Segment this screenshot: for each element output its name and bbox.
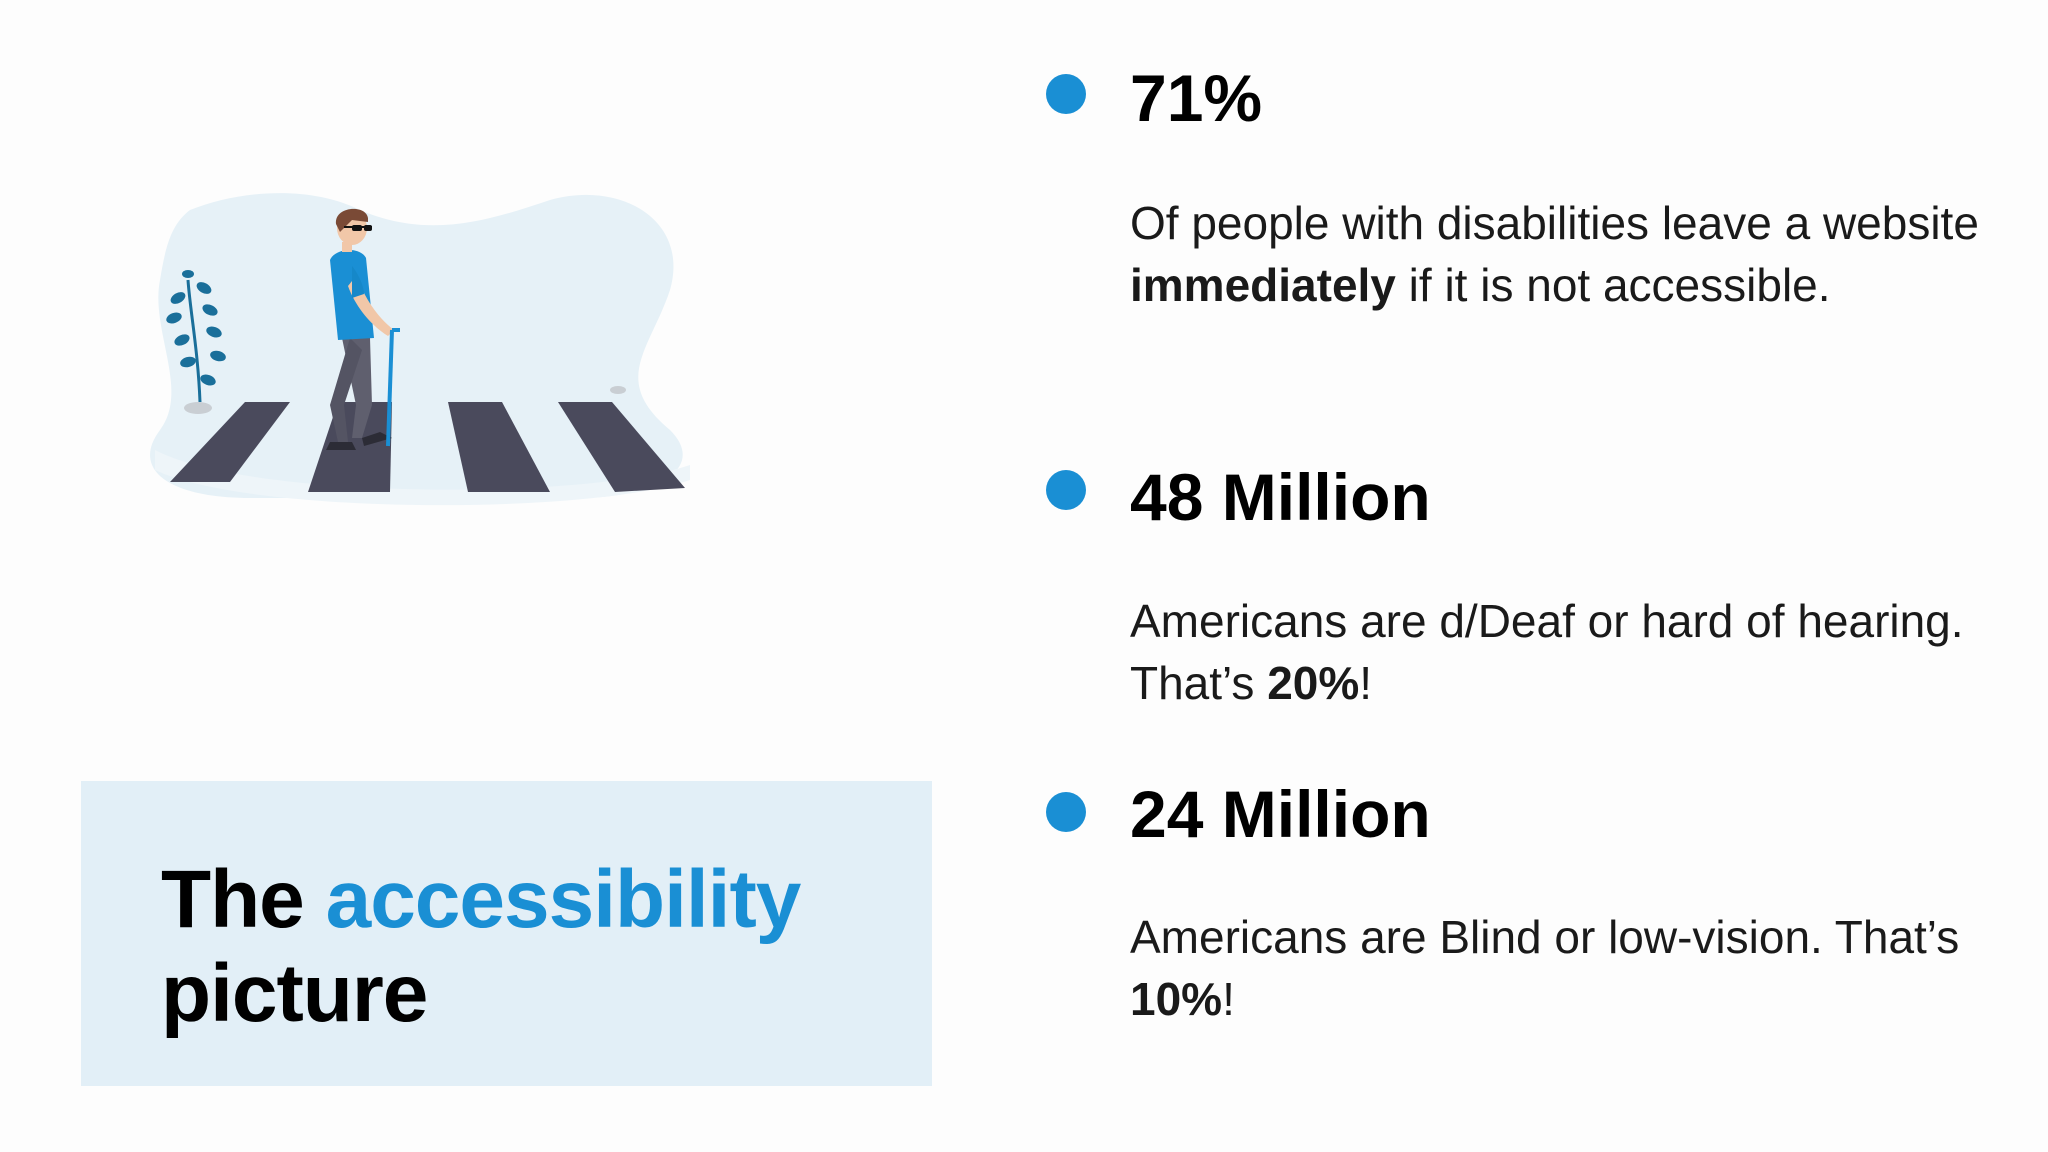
stat-description-text: ! <box>1359 657 1373 709</box>
stat-value: 24 Million <box>1130 777 1431 851</box>
stat-description: Of people with disabilities leave a webs… <box>1130 192 1990 316</box>
stat-description: Americans are Blind or low-vision. That’… <box>1130 906 1990 1030</box>
title-word-the: The <box>161 854 305 945</box>
title-box: The accessibility picture <box>81 781 932 1086</box>
stat-description-text: if it is not accessible. <box>1395 259 1831 311</box>
person-with-white-cane-crossing-street-icon <box>150 193 690 506</box>
stat-description-emphasis: 10% <box>1130 973 1223 1025</box>
title-word-accessibility: accessibility <box>325 854 802 945</box>
stat-description-text: Of people with disabilities leave a webs… <box>1130 197 1979 249</box>
slide-title: The accessibility picture <box>161 853 802 1041</box>
stat-value: 71% <box>1130 61 1263 135</box>
stat-description-emphasis: 20% <box>1267 657 1360 709</box>
stat-description-text: ! <box>1222 973 1235 1025</box>
bullet-dot <box>1046 74 1086 114</box>
stat-description: Americans are d/Deaf or hard of hearing.… <box>1130 590 1990 714</box>
stats-list: 71% Of people with disabilities leave a … <box>1046 0 2026 1152</box>
bullet-dot <box>1046 792 1086 832</box>
bullet-dot <box>1046 470 1086 510</box>
title-word-picture: picture <box>161 948 428 1039</box>
stat-description-text: Americans are Blind or low-vision. That’… <box>1130 911 1960 963</box>
stat-description-emphasis: immediately <box>1130 259 1396 311</box>
stat-description-text: Americans are d/Deaf or hard of hearing.… <box>1130 595 1964 709</box>
stat-value: 48 Million <box>1130 460 1431 534</box>
